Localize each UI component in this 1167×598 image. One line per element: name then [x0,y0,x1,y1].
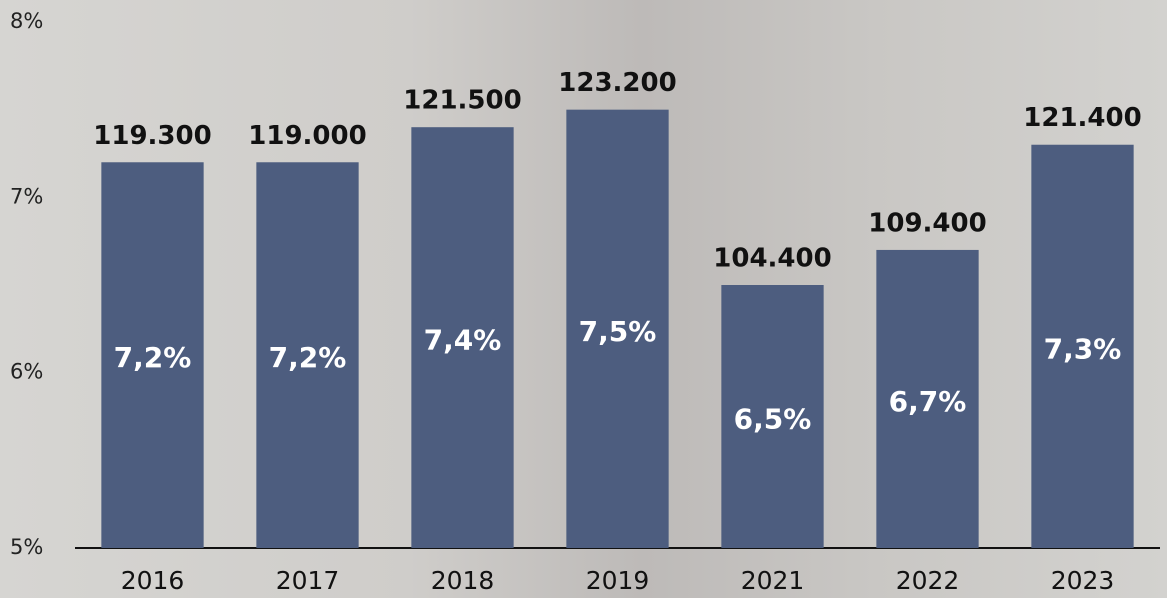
value-label: 6,7% [889,385,967,418]
value-label: 7,2% [269,341,347,374]
value-label: 7,2% [114,341,192,374]
bar-annotation: 119.300 [93,121,211,151]
bar-annotation: 121.400 [1023,103,1141,133]
y-tick-label: 8% [10,9,43,33]
y-tick-label: 6% [10,360,43,384]
bar [566,109,669,549]
bar-annotation: 123.200 [558,68,676,98]
x-tick-label: 2023 [1051,566,1115,595]
x-tick-label: 2021 [741,566,805,595]
bar-annotation: 119.000 [248,121,366,151]
bar-annotation: 104.400 [713,244,831,274]
y-tick-label: 7% [10,184,43,208]
x-tick-label: 2022 [896,566,960,595]
x-tick-label: 2018 [431,566,495,595]
bar-annotation: 121.500 [403,86,521,116]
x-tick-label: 2019 [586,566,650,595]
bar [256,162,359,548]
x-tick-label: 2017 [276,566,340,595]
bar [101,162,204,548]
value-label: 7,4% [424,324,502,357]
y-tick-label: 5% [10,535,43,559]
bar-annotation: 109.400 [868,208,986,238]
bar [1031,144,1134,548]
value-label: 6,5% [734,403,812,436]
value-label: 7,3% [1044,332,1122,365]
bar [411,127,514,548]
value-label: 7,5% [579,315,657,348]
bar [876,249,979,548]
bar [721,285,824,548]
x-tick-label: 2016 [121,566,185,595]
